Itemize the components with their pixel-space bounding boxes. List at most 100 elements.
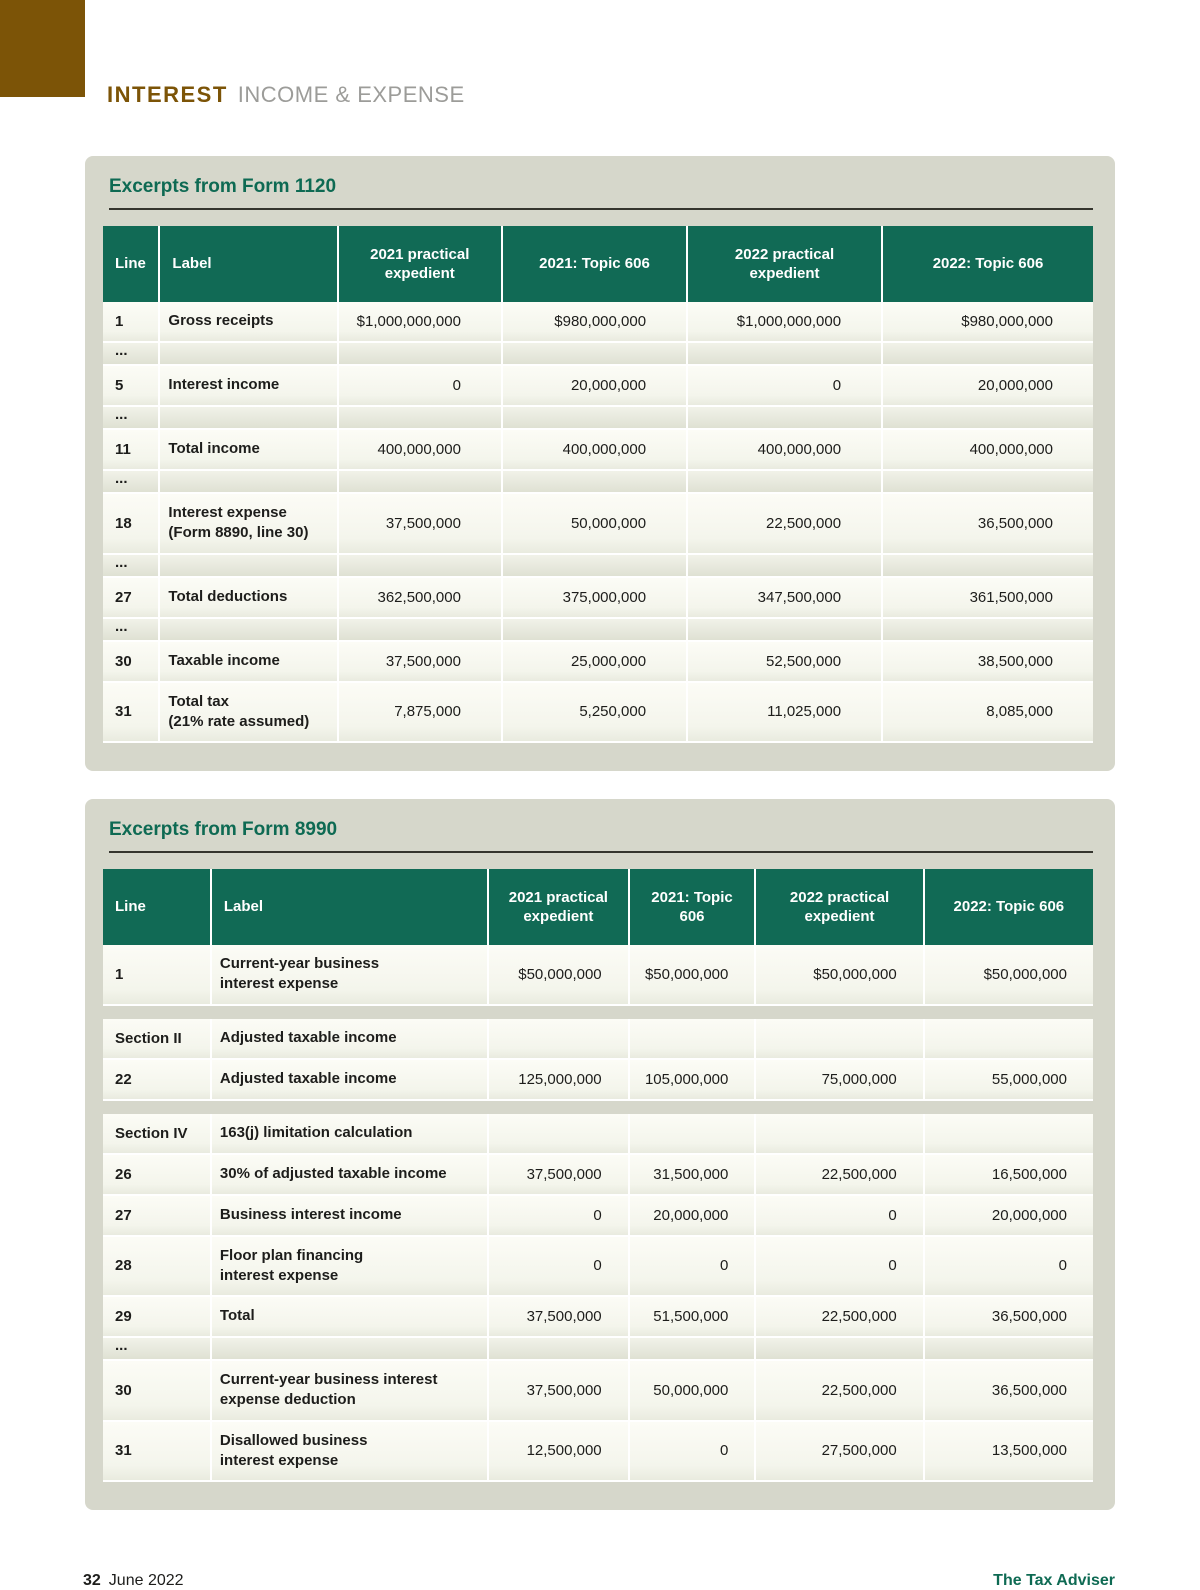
value-cell xyxy=(883,554,1093,578)
header-row: Line Label 2021 practical expedient 2021: T… xyxy=(103,869,1093,945)
label-cell: Gross receipts xyxy=(160,302,339,343)
value-cell xyxy=(489,1113,630,1155)
section-row: Section IV 163(j) limitation calculation xyxy=(103,1113,1093,1155)
value-cell: 11,025,000 xyxy=(688,682,884,743)
value-cell: 20,000,000 xyxy=(502,366,689,407)
value-cell: 16,500,000 xyxy=(924,1154,1093,1196)
value-cell: 52,500,000 xyxy=(688,641,884,683)
table-row: ... xyxy=(103,407,1093,430)
value-cell: 20,000,000 xyxy=(629,1195,757,1237)
table-row: 1 Current-year business interest expense $5… xyxy=(103,945,1093,1006)
value-cell xyxy=(338,554,503,578)
line-cell: Section II xyxy=(103,1018,212,1060)
value-cell xyxy=(688,471,884,494)
value-cell: 37,500,000 xyxy=(489,1154,630,1196)
value-cell: 362,500,000 xyxy=(338,577,503,619)
label-cell: Interest expense (Form 8890, line 30) xyxy=(160,494,339,555)
value-cell: 8,085,000 xyxy=(883,682,1093,743)
value-cell: 361,500,000 xyxy=(883,577,1093,619)
value-cell xyxy=(489,1018,630,1060)
table-row: 28 Floor plan financing interest expense 0 0… xyxy=(103,1236,1093,1297)
value-cell: 0 xyxy=(338,366,503,407)
value-cell: 105,000,000 xyxy=(629,1059,757,1101)
title-rule xyxy=(109,851,1093,853)
table-row: 1 Gross receipts $1,000,000,000 $980,000,00… xyxy=(103,302,1093,343)
label-cell: Current-year business interest expense xyxy=(211,945,490,1006)
value-cell: 37,500,000 xyxy=(489,1297,630,1338)
value-cell: 37,500,000 xyxy=(489,1361,630,1422)
value-cell: $50,000,000 xyxy=(629,945,757,1006)
label-cell xyxy=(160,343,339,366)
value-cell: 0 xyxy=(629,1421,757,1482)
table-row: 30 Taxable income 37,500,000 25,000,000 52,5… xyxy=(103,641,1093,683)
label-cell: 30% of adjusted taxable income xyxy=(211,1154,490,1196)
value-cell: 55,000,000 xyxy=(924,1059,1093,1101)
label-cell: Total income xyxy=(160,430,339,471)
column-header: Label xyxy=(160,226,339,302)
value-cell xyxy=(688,343,884,366)
value-cell: 38,500,000 xyxy=(883,641,1093,683)
value-cell xyxy=(688,618,884,642)
value-cell: 13,500,000 xyxy=(924,1421,1093,1482)
value-cell: 22,500,000 xyxy=(688,494,884,555)
column-header: 2021 practical expedient xyxy=(338,226,503,302)
corner-decoration xyxy=(0,0,85,97)
column-header: Line xyxy=(103,869,212,945)
line-cell: 30 xyxy=(103,1361,212,1422)
column-header: 2021: Topic 606 xyxy=(502,226,689,302)
value-cell: 31,500,000 xyxy=(629,1154,757,1196)
value-cell: 0 xyxy=(924,1236,1093,1297)
section-row: Section II Adjusted taxable income xyxy=(103,1018,1093,1060)
label-cell: Total deductions xyxy=(160,577,339,619)
label-cell: Adjusted taxable income xyxy=(211,1059,490,1101)
value-cell: 0 xyxy=(489,1236,630,1297)
title-rule xyxy=(109,208,1093,210)
value-cell: 37,500,000 xyxy=(338,641,503,683)
value-cell xyxy=(924,1113,1093,1155)
form-1120-table: Line Label 2021 practical expedient 2021: T… xyxy=(103,226,1093,743)
line-cell: 28 xyxy=(103,1236,212,1297)
value-cell: $1,000,000,000 xyxy=(688,302,884,343)
column-header: Line xyxy=(103,226,161,302)
column-header: 2022: Topic 606 xyxy=(924,869,1093,945)
column-header: 2021: Topic 606 xyxy=(629,869,757,945)
value-cell xyxy=(924,1338,1093,1361)
line-cell: 29 xyxy=(103,1297,212,1338)
value-cell xyxy=(629,1018,757,1060)
table-row: ... xyxy=(103,471,1093,494)
value-cell: 400,000,000 xyxy=(688,430,884,471)
value-cell: 12,500,000 xyxy=(489,1421,630,1482)
value-cell: 22,500,000 xyxy=(756,1154,925,1196)
value-cell: $1,000,000,000 xyxy=(338,302,503,343)
value-cell xyxy=(924,1018,1093,1060)
spacer-row xyxy=(103,1006,1093,1019)
value-cell: 125,000,000 xyxy=(489,1059,630,1101)
value-cell: 51,500,000 xyxy=(629,1297,757,1338)
value-cell: 20,000,000 xyxy=(883,366,1093,407)
line-cell: 27 xyxy=(103,577,161,619)
value-cell: $980,000,000 xyxy=(502,302,689,343)
value-cell: $50,000,000 xyxy=(924,945,1093,1006)
value-cell: 5,250,000 xyxy=(502,682,689,743)
table-row: 30 Current-year business interest expense … xyxy=(103,1361,1093,1422)
value-cell: 36,500,000 xyxy=(924,1361,1093,1422)
value-cell: 75,000,000 xyxy=(756,1059,925,1101)
line-cell: 27 xyxy=(103,1195,212,1237)
line-cell: 11 xyxy=(103,430,161,471)
value-cell xyxy=(756,1113,925,1155)
value-cell: 27,500,000 xyxy=(756,1421,925,1482)
value-cell: 36,500,000 xyxy=(883,494,1093,555)
label-cell: Total tax (21% rate assumed) xyxy=(160,682,339,743)
kicker-title: INTEREST xyxy=(107,82,228,107)
value-cell xyxy=(338,343,503,366)
value-cell: 0 xyxy=(489,1195,630,1237)
value-cell: 400,000,000 xyxy=(883,430,1093,471)
table-row: 31 Total tax (21% rate assumed) 7,875,000 5,… xyxy=(103,682,1093,743)
label-cell xyxy=(160,471,339,494)
column-header: 2022 practical expedient xyxy=(688,226,884,302)
value-cell: $50,000,000 xyxy=(489,945,630,1006)
value-cell: 400,000,000 xyxy=(338,430,503,471)
form-8990-table: Line Label 2021 practical expedient 2021: T… xyxy=(103,869,1093,1482)
spacer-cell xyxy=(103,1101,1093,1114)
value-cell: 7,875,000 xyxy=(338,682,503,743)
